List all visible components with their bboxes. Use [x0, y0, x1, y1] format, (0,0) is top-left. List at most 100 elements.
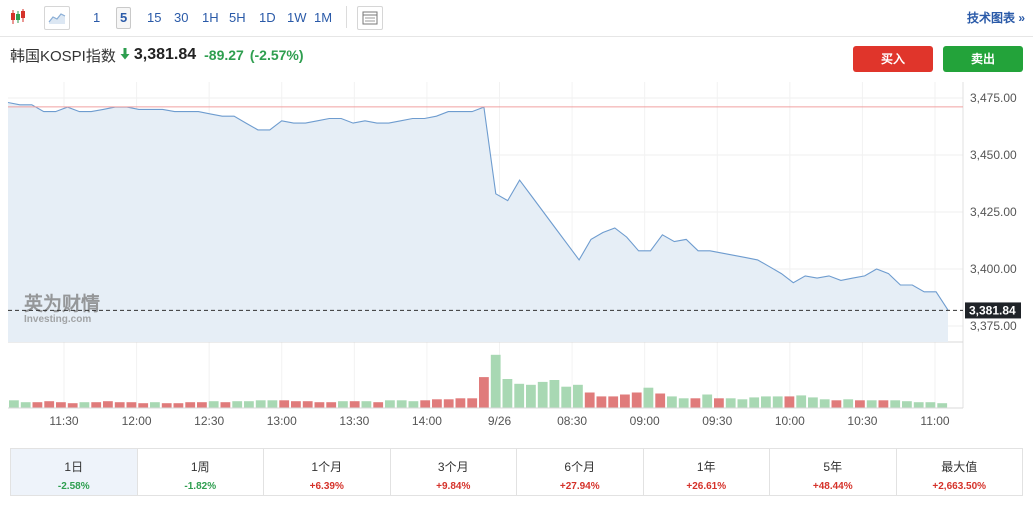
- timeframe-1h[interactable]: 1H: [202, 10, 219, 25]
- volume-bar: [843, 399, 854, 408]
- volume-bar: [32, 402, 43, 408]
- period-5[interactable]: 1年 +26.61%: [644, 449, 770, 495]
- price-chart[interactable]: 英为财情 Investing.com 3,475.00 3,450.00 3,425…: [0, 80, 1033, 440]
- period-6[interactable]: 5年 +48.44%: [770, 449, 897, 495]
- volume-bar: [79, 402, 90, 408]
- x-tick-label: 11:30: [49, 414, 78, 428]
- volume-bar: [737, 399, 748, 408]
- volume-bar: [361, 401, 372, 408]
- period-label: 5年: [823, 460, 843, 474]
- x-tick-label: 14:00: [412, 414, 442, 428]
- y-tick-label: 3,425.00: [970, 205, 1017, 219]
- period-0[interactable]: 1日 -2.58%: [11, 449, 138, 495]
- volume-bar: [866, 400, 877, 408]
- x-tick-label: 09:00: [630, 414, 660, 428]
- volume-bar: [150, 402, 160, 408]
- volume-bar: [443, 399, 454, 408]
- period-4[interactable]: 6个月 +27.94%: [517, 449, 644, 495]
- volume-bar: [208, 401, 219, 408]
- toolbar-divider: [346, 6, 347, 28]
- volume-bar: [937, 403, 948, 408]
- volume-bar: [573, 384, 583, 408]
- volume-bar: [338, 401, 348, 408]
- volume-bar: [772, 396, 783, 408]
- volume-bar: [643, 387, 654, 408]
- last-price-label: 3,381.84: [969, 303, 1016, 317]
- volume-bar: [608, 396, 619, 408]
- price-change: -89.27: [204, 47, 244, 63]
- period-change: +9.84%: [436, 481, 471, 492]
- timeframe-1m[interactable]: 1M: [314, 10, 333, 25]
- x-tick-label: 10:30: [847, 414, 877, 428]
- price-change-pct: (-2.57%): [249, 47, 304, 63]
- volume-bar: [455, 398, 466, 408]
- volume-bar: [819, 399, 830, 408]
- volume-bar: [197, 402, 207, 408]
- volume-bar: [67, 403, 78, 408]
- volume-bar: [91, 402, 102, 408]
- volume-bar: [479, 377, 489, 408]
- volume-bar: [925, 402, 936, 408]
- volume-bar: [255, 400, 266, 408]
- timeframe-5[interactable]: 5: [116, 7, 132, 29]
- y-tick-label: 3,375.00: [970, 319, 1017, 333]
- period-3[interactable]: 3个月 +9.84%: [391, 449, 517, 495]
- volume-bar: [878, 400, 889, 408]
- volume-bar: [244, 401, 254, 408]
- period-2[interactable]: 1个月 +6.39%: [264, 449, 391, 495]
- volume-bar: [161, 403, 172, 408]
- period-1[interactable]: 1周 -1.82%: [138, 449, 264, 495]
- timeframe-30[interactable]: 30: [174, 10, 189, 25]
- period-change: +26.61%: [686, 481, 727, 492]
- timeframe-5h[interactable]: 5H: [229, 10, 246, 25]
- watermark-cn: 英为财情: [24, 292, 100, 315]
- price-line: [7, 101, 949, 311]
- volume-bar: [490, 354, 501, 408]
- volume-bar: [702, 394, 713, 408]
- volume-bar: [796, 395, 807, 408]
- volume-bar: [279, 400, 290, 408]
- volume-bar: [314, 402, 325, 408]
- volume-bar: [373, 402, 384, 408]
- watermark-logo: 英为财情 Investing.com: [24, 292, 100, 325]
- volume-bar: [20, 402, 31, 408]
- volume-bar: [631, 392, 642, 408]
- candlestick-icon[interactable]: [6, 6, 30, 28]
- x-tick-label: 09:30: [702, 414, 732, 428]
- volume-bar: [103, 401, 113, 408]
- tech-chart-link[interactable]: 技术图表 »: [966, 11, 1025, 25]
- volume-bar: [890, 400, 901, 408]
- period-label: 6个月: [564, 460, 596, 474]
- chart-toolbar: 1 5 15 30 1H 5H 1D 1W 1M 技术图表 »: [0, 0, 1033, 37]
- volume-bar: [291, 401, 301, 408]
- x-tick-label: 10:00: [775, 414, 805, 428]
- volume-bar: [526, 384, 536, 408]
- volume-bar: [808, 397, 818, 408]
- volume-bar: [725, 398, 736, 408]
- timeframe-15[interactable]: 15: [147, 10, 162, 25]
- period-label: 1日: [64, 460, 84, 474]
- volume-bar: [326, 402, 337, 408]
- timeframe-1w[interactable]: 1W: [287, 10, 307, 25]
- volume-bar: [114, 402, 125, 408]
- volume-bar: [655, 393, 666, 408]
- list-settings-icon[interactable]: [357, 6, 383, 30]
- sell-button[interactable]: 卖出: [943, 46, 1023, 72]
- period-change: +2,663.50%: [932, 481, 987, 492]
- period-7[interactable]: 最大值 +2,663.50%: [897, 449, 1023, 495]
- area-chart-icon[interactable]: [44, 6, 70, 30]
- volume-bar: [173, 403, 184, 408]
- timeframe-1d[interactable]: 1D: [259, 10, 276, 25]
- volume-bar: [396, 400, 407, 408]
- x-tick-label: 11:00: [920, 414, 949, 428]
- period-change: +48.44%: [812, 481, 853, 492]
- volume-bar: [761, 396, 771, 408]
- period-label: 最大值: [941, 460, 978, 474]
- period-change: +6.39%: [309, 481, 344, 492]
- period-performance-bar: 1日 -2.58% 1周 -1.82% 1个月 +6.39% 3个月 +9.84% 6个月 +27…: [10, 448, 1023, 496]
- buy-button[interactable]: 买入: [853, 46, 933, 72]
- timeframe-1[interactable]: 1: [93, 10, 101, 25]
- period-label: 3个月: [437, 460, 469, 474]
- volume-bar: [44, 401, 55, 408]
- x-tick-label: 13:30: [339, 414, 369, 428]
